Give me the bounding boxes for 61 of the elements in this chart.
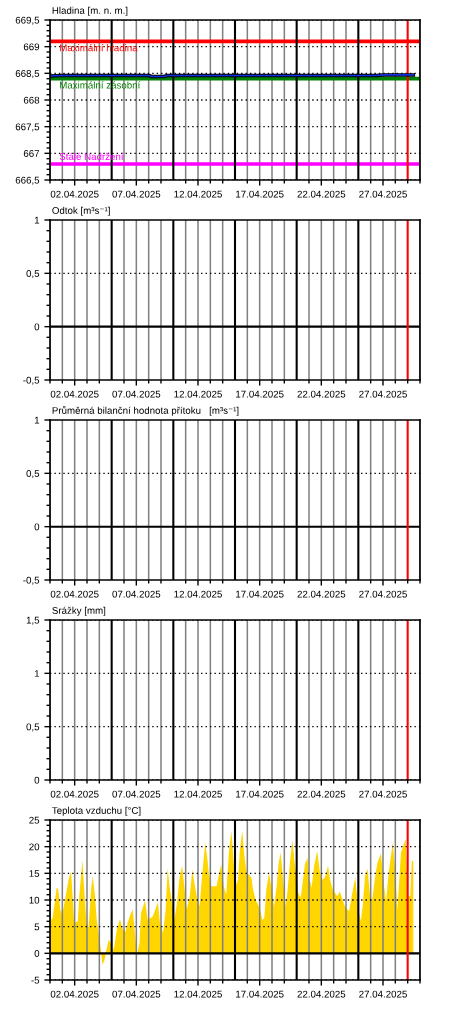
x-tick-label: 12.04.2025 — [174, 990, 222, 998]
x-tick-label: 22.04.2025 — [297, 590, 346, 598]
x-tick-label: 22.04.2025 — [297, 190, 346, 198]
x-tick-label: 27.04.2025 — [359, 190, 407, 198]
x-tick-label: 22.04.2025 — [297, 390, 346, 398]
x-tick-label: 17.04.2025 — [236, 790, 284, 798]
y-tick-label: 1 — [34, 416, 40, 424]
x-tick-label: 02.04.2025 — [50, 990, 99, 998]
y-tick-label: 5 — [34, 923, 40, 931]
x-tick-label: 12.04.2025 — [174, 790, 222, 798]
x-tick-label: 12.04.2025 — [174, 390, 222, 398]
y-axis-title: Srážky [mm] — [52, 606, 106, 616]
x-tick-label: 12.04.2025 — [174, 190, 222, 198]
y-tick-label: 669,5 — [15, 16, 40, 25]
y-tick-label: 667 — [23, 150, 40, 157]
x-tick-label: 02.04.2025 — [50, 190, 99, 198]
y-tick-label: 0 — [34, 323, 40, 331]
y-tick-label: 0 — [34, 776, 40, 784]
x-tick-label: 07.04.2025 — [112, 390, 161, 398]
x-tick-label: 07.04.2025 — [112, 990, 161, 998]
y-tick-label: 15 — [29, 870, 40, 877]
y-tick-label: 0,5 — [26, 270, 40, 279]
x-tick-label: 17.04.2025 — [236, 390, 284, 398]
x-tick-label: 27.04.2025 — [359, 590, 407, 598]
y-tick-label: 0,5 — [26, 470, 40, 479]
y-tick-label: 1 — [34, 670, 40, 677]
y-axis-title: Teplota vzduchu [°C] — [52, 806, 141, 816]
x-tick-label: 02.04.2025 — [50, 590, 99, 598]
x-tick-label: 02.04.2025 — [50, 390, 99, 398]
x-tick-label: 27.04.2025 — [359, 990, 407, 998]
y-tick-label: 20 — [29, 843, 40, 851]
x-tick-label: 27.04.2025 — [359, 790, 407, 798]
x-tick-label: 17.04.2025 — [236, 590, 284, 598]
y-tick-label: 668,5 — [15, 70, 40, 79]
y-tick-label: 1,5 — [26, 616, 40, 625]
y-axis-title: Hladina [m. n. m.] — [52, 6, 128, 16]
y-tick-label: 667,5 — [15, 123, 40, 132]
y-tick-label: 668 — [23, 96, 40, 104]
y-axis-title: Průměrná bilanční hodnota přítoku [m³s⁻¹] — [52, 405, 239, 416]
x-tick-label: 27.04.2025 — [359, 390, 407, 398]
x-tick-label: 22.04.2025 — [297, 790, 346, 798]
y-tick-label: 10 — [29, 896, 40, 904]
x-tick-label: 22.04.2025 — [297, 990, 346, 998]
y-tick-label: 666,5 — [15, 176, 40, 185]
y-tick-label: -0,5 — [23, 576, 40, 585]
y-tick-label: 1 — [34, 216, 40, 224]
y-tick-label: 669 — [23, 43, 40, 51]
x-tick-label: 17.04.2025 — [236, 990, 284, 998]
x-tick-label: 17.04.2025 — [236, 190, 284, 198]
x-tick-label: 07.04.2025 — [112, 790, 161, 798]
y-tick-label: 0 — [34, 950, 40, 957]
y-axis-title: Odtok [m³s⁻¹] — [52, 206, 110, 216]
y-tick-label: -5 — [31, 976, 40, 984]
y-tick-label: 0 — [34, 523, 40, 531]
x-tick-label: 07.04.2025 — [112, 190, 161, 198]
y-tick-label: 25 — [29, 816, 40, 824]
y-tick-label: -0,5 — [23, 376, 40, 385]
y-tick-label: 0,5 — [26, 723, 40, 732]
x-tick-label: 02.04.2025 — [50, 790, 99, 798]
x-tick-label: 12.04.2025 — [174, 590, 222, 598]
x-tick-label: 07.04.2025 — [112, 590, 161, 598]
